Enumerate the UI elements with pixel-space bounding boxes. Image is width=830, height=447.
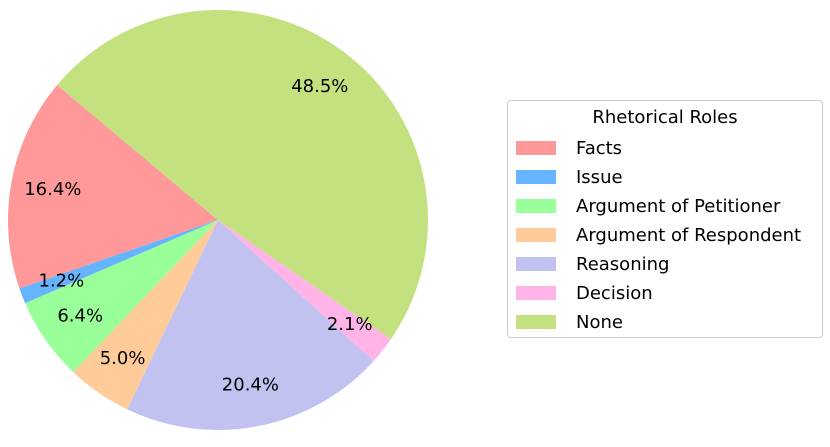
legend-swatch <box>516 199 556 213</box>
pct-label-decision: 2.1% <box>327 314 373 335</box>
pct-label-argument-of-respondent: 5.0% <box>100 348 146 369</box>
pct-label-argument-of-petitioner: 6.4% <box>57 306 103 327</box>
pct-label-reasoning: 20.4% <box>222 374 279 395</box>
pie-slice-argument-of-respondent <box>73 220 218 410</box>
legend-swatch <box>516 286 556 300</box>
legend-swatch <box>516 257 556 271</box>
legend-label: Issue <box>576 166 623 188</box>
legend-label: Argument of Respondent <box>576 224 802 246</box>
pie-slice-argument-of-petitioner <box>25 220 219 373</box>
legend-item-reasoning: Reasoning <box>516 253 669 275</box>
legend-item-issue: Issue <box>516 166 623 188</box>
legend-label: Reasoning <box>576 253 670 275</box>
pie-slice-issue <box>19 220 219 304</box>
legend-item-facts: Facts <box>516 137 622 159</box>
legend-label: Decision <box>576 282 653 304</box>
legend-swatch <box>516 228 556 242</box>
legend-item-none: None <box>516 311 623 333</box>
legend-item-argument-of-respondent: Argument of Respondent <box>516 224 801 246</box>
legend-swatch <box>516 170 556 184</box>
legend-label: None <box>576 311 623 333</box>
pie-slice-reasoning <box>127 220 374 431</box>
legend-item-argument-of-petitioner: Argument of Petitioner <box>516 195 780 217</box>
legend-item-decision: Decision <box>516 282 653 304</box>
legend: Rhetorical Roles Facts Issue Argument of P… <box>507 100 823 338</box>
pie-slice-decision <box>218 220 391 361</box>
legend-label: Argument of Petitioner <box>576 195 781 217</box>
pct-label-none: 48.5% <box>291 76 348 97</box>
legend-swatch <box>516 141 556 155</box>
pie-slice-none <box>57 9 429 340</box>
pct-label-facts: 16.4% <box>24 179 81 200</box>
pct-label-issue: 1.2% <box>39 270 85 291</box>
legend-swatch <box>516 315 556 329</box>
pie-slice-facts <box>7 85 218 289</box>
pie-chart: 16.4% 1.2% 6.4% 5.0% 20.4% 2.1% 48.5% <box>7 9 429 431</box>
legend-title: Rhetorical Roles <box>592 107 738 128</box>
legend-label: Facts <box>576 137 623 159</box>
